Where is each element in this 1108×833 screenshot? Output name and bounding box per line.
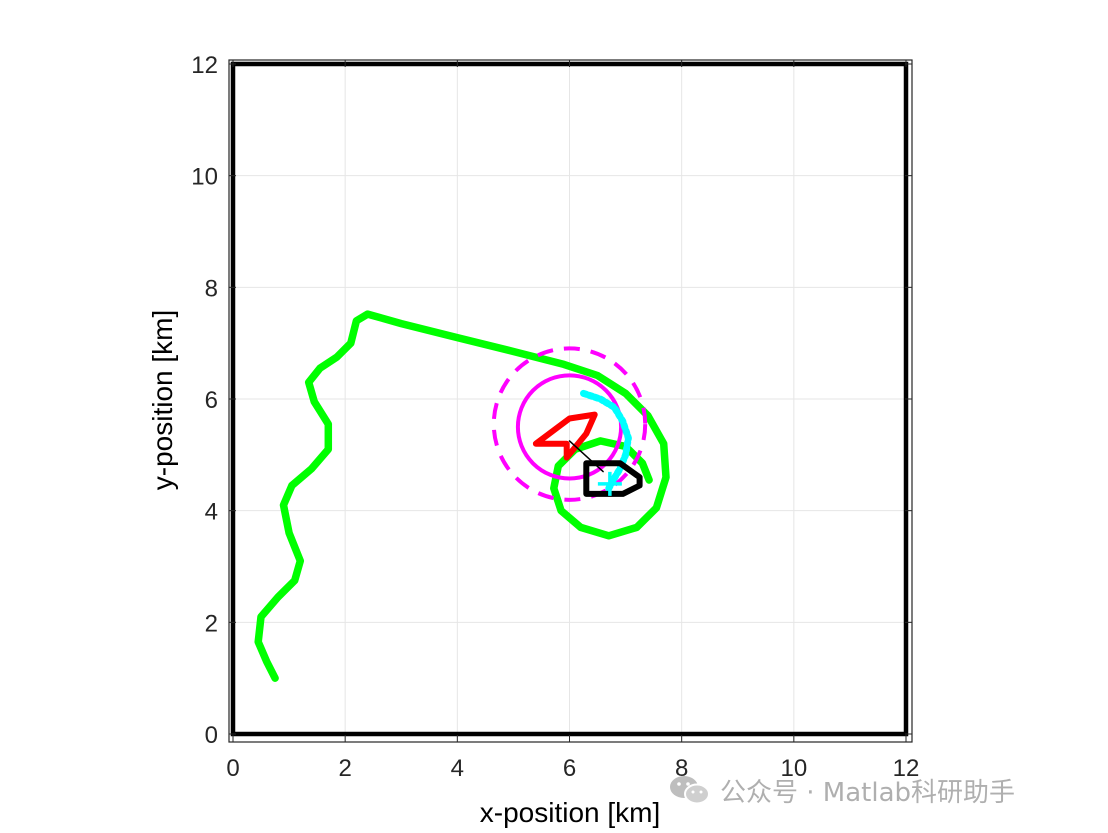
series-6 (568, 440, 604, 473)
x-axis-ticks: 0 2 4 6 8 10 12 (226, 60, 919, 782)
series-6-line (568, 440, 604, 473)
y-tick-label: 2 (205, 610, 218, 637)
y-axis-ticks: 0 2 4 6 8 10 12 (191, 52, 912, 749)
wechat-icon (670, 776, 710, 805)
series-7 (597, 471, 622, 496)
y-tick-label: 6 (205, 387, 218, 414)
x-tick-label: 12 (893, 755, 920, 782)
x-tick-label: 6 (563, 755, 576, 782)
watermark: 公众号 · Matlab科研助手 (668, 772, 1015, 808)
plot-area (229, 60, 912, 742)
series-5-polygon (583, 460, 643, 497)
x-tick-label: 2 (338, 755, 351, 782)
series-4-polygon (532, 411, 598, 461)
series-4 (532, 411, 598, 461)
series-2-circle (491, 346, 648, 502)
axes-box (228, 59, 913, 743)
x-tick-label: 4 (451, 755, 464, 782)
y-tick-label: 12 (191, 52, 218, 79)
series-2 (491, 346, 648, 502)
series-0 (254, 310, 670, 682)
series-0-line (254, 310, 670, 682)
series-3-line (580, 389, 632, 492)
watermark-text: 公众号 · Matlab科研助手 (720, 777, 1016, 808)
x-axis-label: x-position [km] (480, 797, 661, 828)
series-7-marker (597, 471, 622, 496)
y-tick-label: 0 (205, 722, 218, 749)
series-layer (254, 310, 670, 682)
series-5 (583, 460, 643, 497)
x-tick-label: 0 (226, 755, 239, 782)
y-axis-label: y-position [km] (147, 310, 178, 491)
series-3 (580, 389, 632, 492)
x-tick-label: 10 (780, 755, 807, 782)
y-tick-label: 8 (205, 275, 218, 302)
y-tick-label: 4 (205, 499, 218, 526)
x-tick-label: 8 (675, 755, 688, 782)
y-tick-label: 10 (191, 164, 218, 191)
